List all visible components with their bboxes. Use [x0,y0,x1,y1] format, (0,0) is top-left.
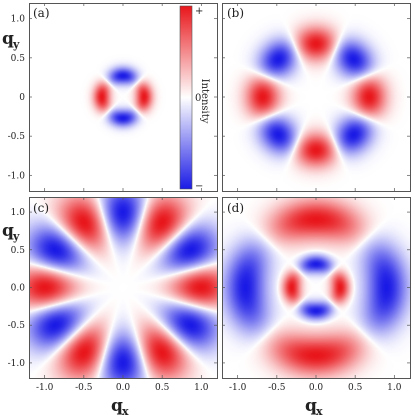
y-axis-title-bottom: q y [2,221,20,243]
x-axis-title-q: q [111,396,123,416]
panel-d-frame [222,197,411,379]
panel-c-frame [29,197,218,379]
y-axis-title-q: q [2,221,14,241]
tick-layer: -1.0 -0.5 0 0.5 1.0 -1.0 -0.5 0.0 0.5 1.0 -1.0 -0.5… [8,3,410,393]
x-tick-label: -1.0 [229,383,247,393]
y-tick-label: 0.5 [11,54,26,64]
x-tick-label: 1.0 [387,383,402,393]
y-axis-title-q: q [2,29,14,49]
y-axis-title-top: q y [2,29,20,51]
x-tick-label: 0.0 [116,383,131,393]
y-tick-label: -1.0 [8,359,26,369]
panel-b: (b) [222,3,411,192]
heatmap-b [222,3,410,191]
colorbar-top-label: + [195,6,203,17]
colorbar: + 0 − Intensity [179,5,210,192]
x-tick-label: 0.5 [348,383,363,393]
y-tick-label: 0.5 [11,246,26,256]
panel-c: (c) [29,197,218,379]
x-tick-label: -0.5 [75,383,93,393]
colorbar-mid-label: 0 [195,93,201,104]
panel-a-frame [29,3,218,192]
y-tick-label: 1.0 [11,208,26,218]
y-axis-title-sub: y [12,38,20,51]
x-tick-label: 0.5 [155,383,170,393]
heatmap-c [29,197,217,378]
panel-d-label: (d) [227,201,244,215]
colorbar-label: Intensity [199,79,210,124]
x-axis-title-q: q [305,396,317,416]
panel-d: (d) [222,197,411,379]
x-tick-label: 1.0 [194,383,209,393]
x-tick-label: -0.5 [268,383,286,393]
x-tick-label: 0.0 [309,383,324,393]
x-axis-title-sub: x [316,405,323,418]
colorbar-gradient [179,5,193,190]
y-tick-label: 1.0 [11,15,26,25]
colorbar-bottom-label: − [195,181,203,192]
panel-a-label: (a) [33,6,50,20]
panel-c-label: (c) [33,201,49,215]
y-tick-label: 0 [19,93,25,103]
heatmap-d [222,197,410,378]
y-axis-title-sub: y [12,230,20,243]
y-tick-label: -0.5 [8,132,26,142]
y-tick-label: -0.5 [8,321,26,331]
panel-b-frame [222,3,411,192]
y-tick-label: -1.0 [8,171,26,181]
x-axis-title-left: q x [111,396,129,418]
x-axis-title-right: q x [305,396,323,418]
panel-b-label: (b) [227,6,244,20]
y-tick-label: 0.0 [11,284,26,294]
x-axis-title-sub: x [122,405,129,418]
x-tick-label: -1.0 [36,383,54,393]
